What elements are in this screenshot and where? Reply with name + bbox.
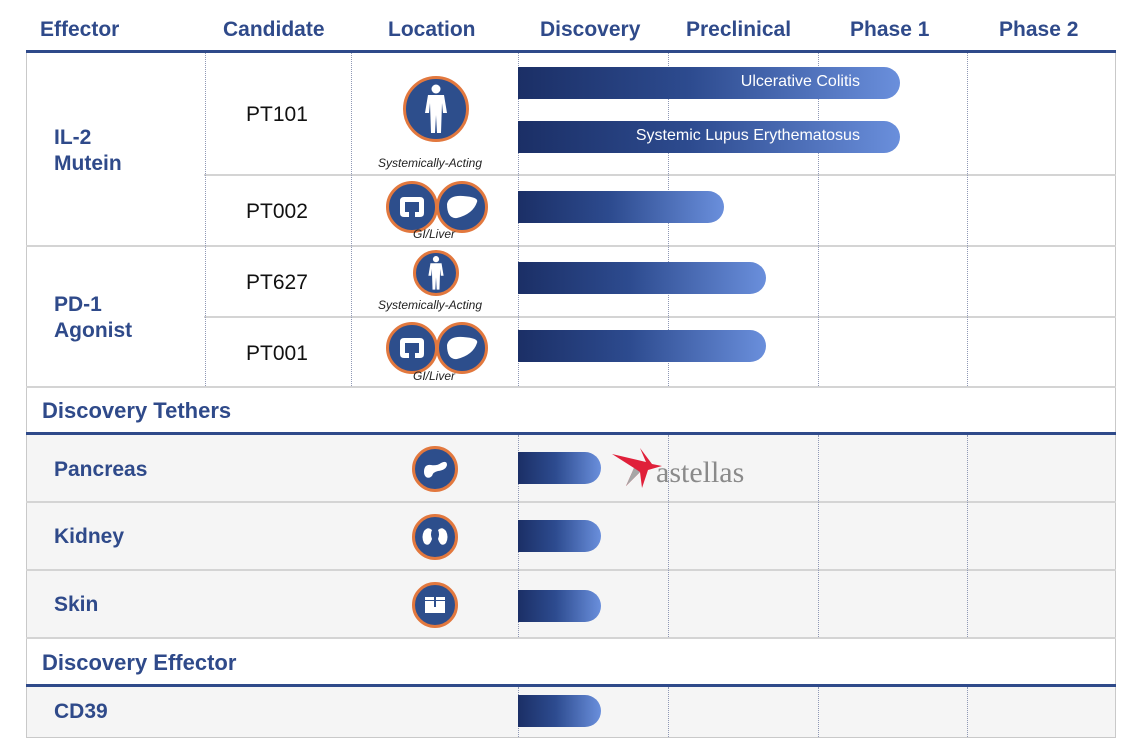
- human-body-icon: [413, 250, 459, 296]
- section-rule: [26, 684, 1116, 687]
- column-divider: [818, 53, 819, 386]
- bar-pt101-uc: Ulcerative Colitis: [518, 67, 900, 99]
- skin-icon: [412, 582, 458, 628]
- group-label-il2: IL-2 Mutein: [54, 125, 122, 177]
- group-label-line: PD-1 Agonist: [54, 293, 133, 342]
- bar-pt001: [518, 330, 766, 362]
- section-label-effector: Discovery Effector: [42, 650, 237, 675]
- row-rule: [26, 501, 1116, 503]
- candidate-label: PT001: [246, 342, 308, 365]
- bar-cd39: [518, 695, 601, 727]
- candidate-label: PT101: [246, 103, 308, 126]
- row-rule: [204, 174, 1116, 176]
- column-divider: [668, 435, 669, 637]
- header-phase2: Phase 2: [999, 18, 1079, 41]
- candidate-label: PT627: [246, 271, 308, 294]
- location-caption: GI/Liver: [413, 227, 456, 241]
- header-discovery: Discovery: [540, 18, 641, 41]
- tether-label: Kidney: [54, 525, 125, 548]
- column-divider: [967, 53, 968, 386]
- column-divider: [818, 687, 819, 737]
- header-location: Location: [388, 18, 476, 41]
- intestine-icon: [386, 181, 438, 233]
- bar-pancreas: [518, 452, 601, 484]
- column-divider: [351, 53, 352, 386]
- bar-pt627: [518, 262, 766, 294]
- tether-label: Skin: [54, 593, 99, 616]
- indication-label: Systemic Lupus Erythematosus: [635, 127, 860, 144]
- header-phase1: Phase 1: [850, 18, 930, 41]
- intestine-icon: [386, 322, 438, 374]
- astellas-logo-icon: [612, 448, 662, 488]
- human-body-icon: [403, 76, 469, 142]
- group-label-pd1: PD-1 Agonist: [54, 292, 132, 344]
- bar-kidney: [518, 520, 601, 552]
- bar-pt002: [518, 191, 724, 223]
- section-rule: [26, 432, 1116, 435]
- pancreas-icon: [412, 446, 458, 492]
- effector-label: CD39: [54, 700, 108, 723]
- liver-icon: [436, 181, 488, 233]
- header-candidate: Candidate: [223, 18, 325, 41]
- row-rule: [204, 316, 1116, 318]
- column-divider: [818, 435, 819, 637]
- section-label-tethers: Discovery Tethers: [42, 398, 232, 423]
- column-divider: [967, 435, 968, 637]
- row-rule: [26, 569, 1116, 571]
- bar-skin: [518, 590, 601, 622]
- header-preclinical: Preclinical: [686, 18, 792, 41]
- column-divider: [668, 687, 669, 737]
- header-rule: [26, 50, 1116, 53]
- location-caption: Systemically-Acting: [378, 156, 483, 170]
- kidney-icon: [412, 514, 458, 560]
- bar-pt101-sle: Systemic Lupus Erythematosus: [518, 121, 900, 153]
- group-label-line: IL-2 Mutein: [54, 126, 122, 175]
- header-effector: Effector: [40, 18, 120, 41]
- location-caption: GI/Liver: [413, 369, 456, 383]
- location-caption: Systemically-Acting: [378, 298, 483, 312]
- column-divider: [967, 687, 968, 737]
- indication-label: Ulcerative Colitis: [740, 73, 860, 90]
- column-divider: [205, 53, 206, 386]
- pipeline-frame: [26, 50, 1116, 738]
- group-rule: [26, 386, 1116, 388]
- group-rule: [26, 245, 1116, 247]
- liver-icon: [436, 322, 488, 374]
- partner-name: astellas: [656, 456, 745, 489]
- tether-label: Pancreas: [54, 458, 148, 481]
- partner-logo: astellas: [612, 446, 744, 490]
- candidate-label: PT002: [246, 200, 308, 223]
- row-rule: [26, 637, 1116, 639]
